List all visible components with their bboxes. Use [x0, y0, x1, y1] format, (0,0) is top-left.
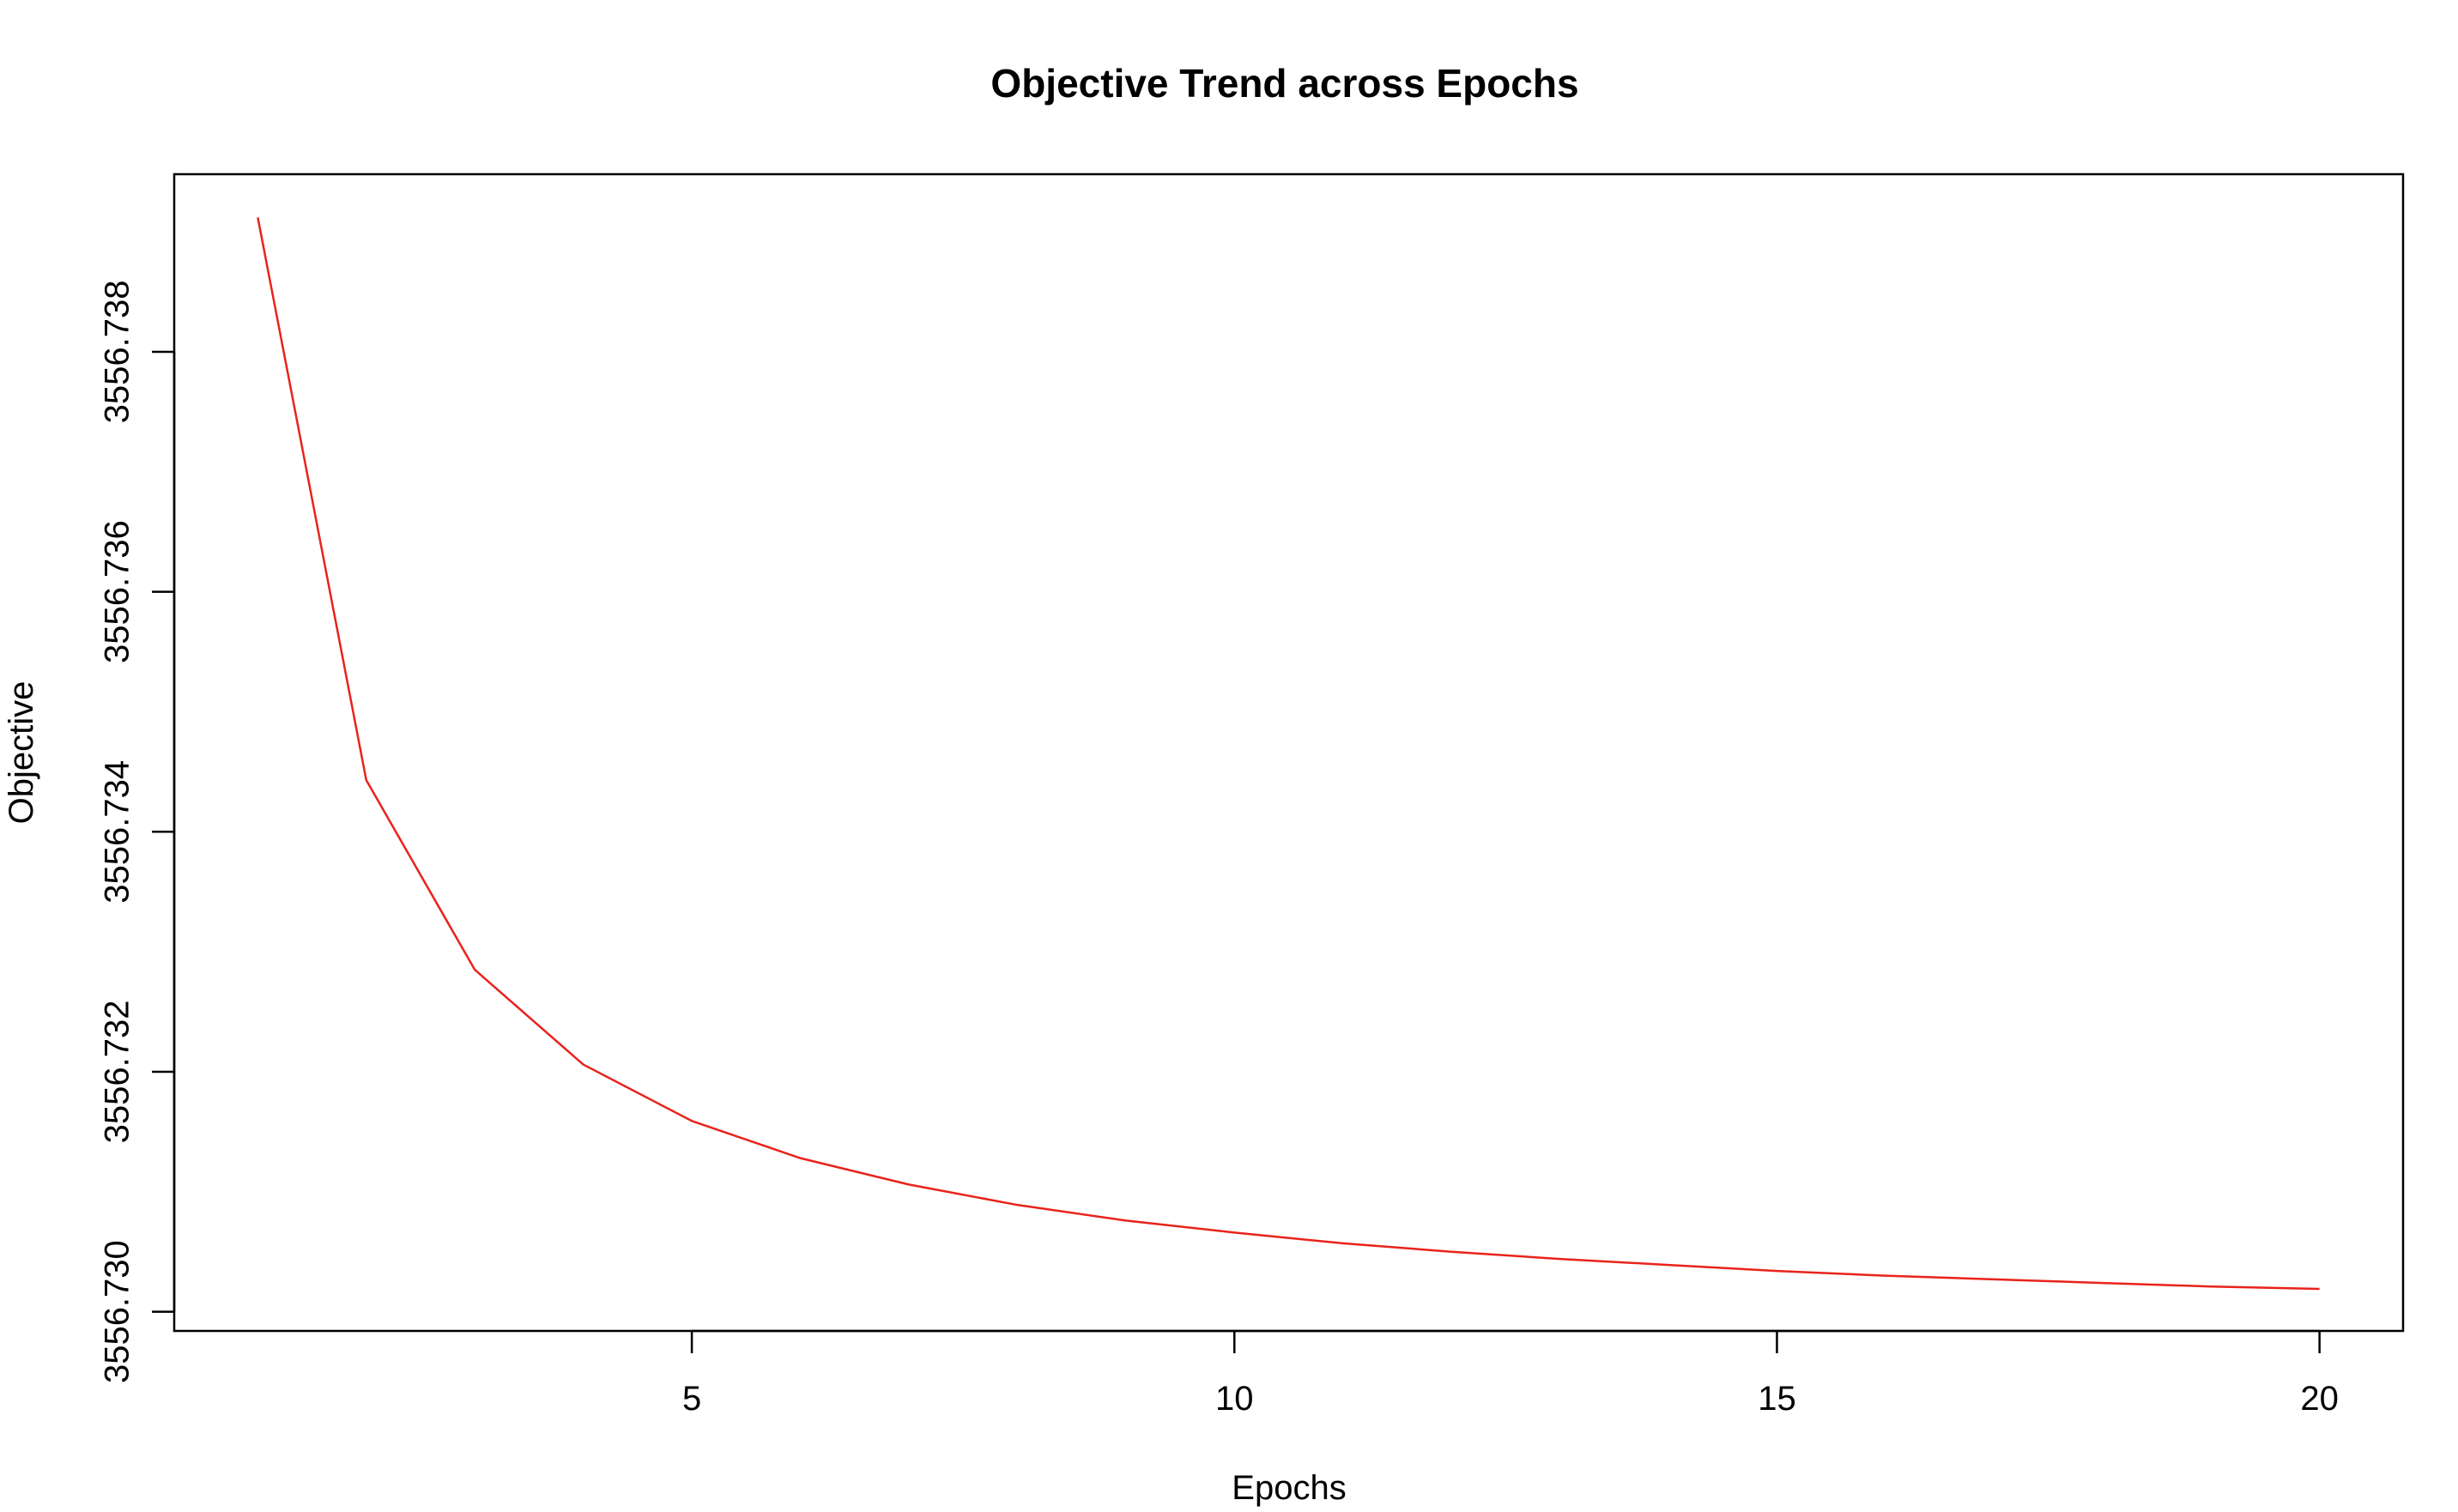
x-tick-label: 5: [682, 1380, 701, 1418]
x-tick-label: 10: [1215, 1380, 1254, 1418]
y-axis-label: Objective: [3, 681, 40, 825]
y-tick-label: 3556.738: [99, 281, 136, 424]
y-axis: 3556.730 3556.732 3556.734 3556.736 3556.738: [99, 281, 176, 1383]
y-tick-label: 3556.730: [99, 1240, 136, 1383]
series-line: [257, 217, 2320, 1291]
x-axis-label: Epochs: [1232, 1469, 1346, 1507]
x-tick-label: 20: [2300, 1380, 2339, 1418]
plot-frame: [173, 172, 2405, 1333]
y-tick-label: 3556.732: [99, 1001, 136, 1144]
x-tick-label: 15: [1758, 1380, 1796, 1418]
x-axis: 5 10 15 20: [682, 1329, 2339, 1418]
chart-title: Objective Trend across Epochs: [990, 61, 1578, 106]
y-tick-label: 3556.736: [99, 520, 136, 663]
y-tick-label: 3556.734: [99, 760, 136, 904]
